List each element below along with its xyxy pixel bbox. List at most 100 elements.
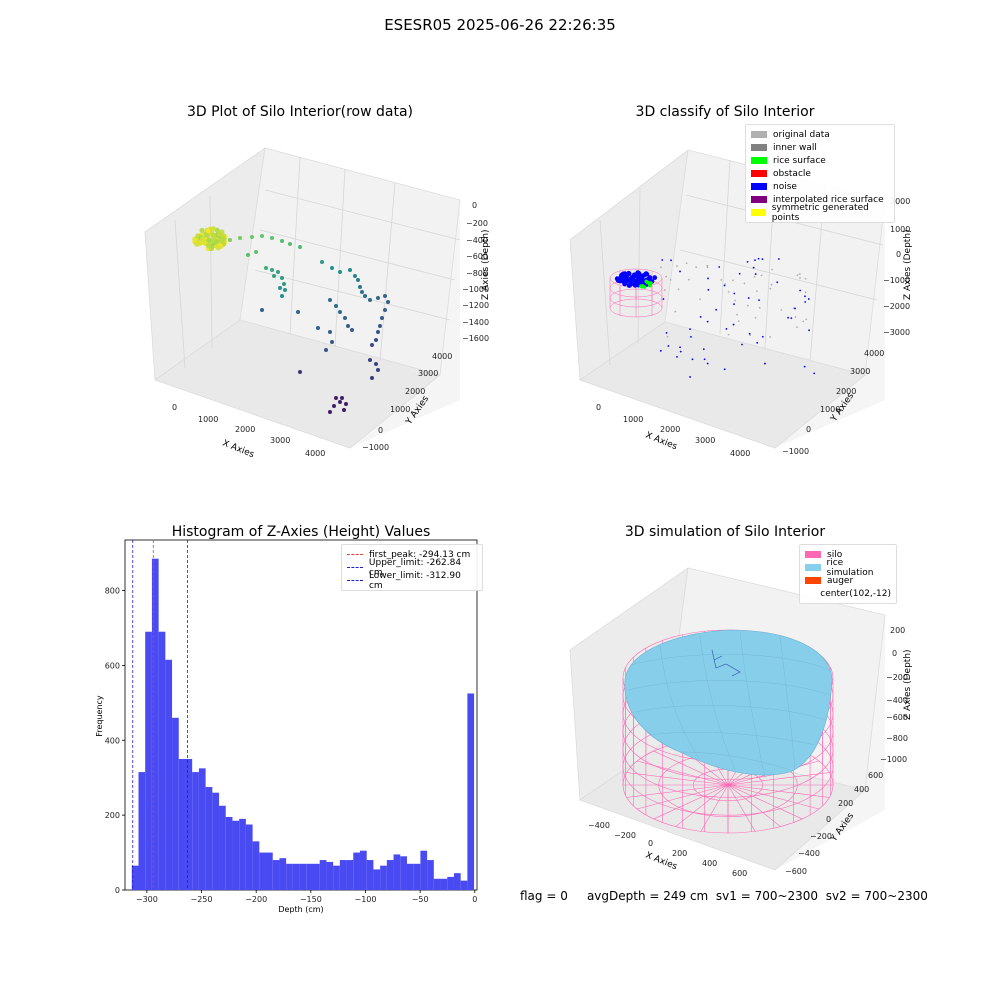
silo-floor-spoke <box>653 784 729 820</box>
histogram-bar <box>339 860 347 890</box>
scatter-point <box>368 298 372 302</box>
scatter-point <box>205 228 211 234</box>
x-tick-label: −100 <box>355 895 377 904</box>
z-tick: −600 <box>886 713 908 722</box>
scatter-point <box>199 227 205 233</box>
histogram-bar <box>326 861 334 890</box>
noise-point <box>738 272 741 275</box>
noise-point <box>754 273 757 275</box>
legend-entry: Upper_limit: -262.84 cm <box>347 558 477 578</box>
legend-swatch <box>751 157 767 164</box>
scatter-point <box>218 237 225 244</box>
scatter-point <box>332 404 336 408</box>
original-data-point <box>802 320 805 323</box>
original-data-point <box>727 333 730 336</box>
histogram-legend: first_peak: -294.13 cm Upper_limit: -262… <box>341 544 483 591</box>
z-tick: −1000 <box>880 755 907 764</box>
original-data-point <box>769 336 772 338</box>
original-data-point <box>746 304 749 307</box>
legend-line <box>347 567 363 568</box>
scatter-point <box>368 358 372 362</box>
original-data-point <box>706 264 709 267</box>
legend-entry: symmetric generated points <box>751 203 889 223</box>
z-tick: 0 <box>896 250 901 259</box>
noise-point <box>715 308 718 311</box>
legend-entry: first_peak: -294.13 cm <box>347 548 477 561</box>
z-tick: 0 <box>472 201 477 210</box>
scatter-point <box>330 340 334 344</box>
x-tick: 0 <box>596 403 601 412</box>
noise-point <box>691 358 694 361</box>
legend-entry: rice simulation <box>805 558 891 578</box>
noise-point <box>636 278 642 284</box>
original-data-point <box>734 299 737 302</box>
noise-point <box>790 317 793 320</box>
histogram-bar <box>131 865 139 890</box>
noise-point <box>807 298 810 300</box>
silo-floor-spoke <box>700 784 729 832</box>
original-data-point <box>754 316 757 319</box>
panel2-y-ticks: −1000 0 1000 2000 3000 4000 <box>782 349 884 456</box>
scatter-point <box>363 294 367 298</box>
noise-point <box>799 289 802 292</box>
histogram-bar <box>440 878 448 890</box>
noise-point <box>631 272 637 278</box>
legend-label: center(102,-12) <box>820 588 891 599</box>
x-tick: 1000 <box>198 415 218 424</box>
z-tick: 1000 <box>890 225 910 234</box>
original-data-point <box>760 274 763 277</box>
scatter-point <box>356 278 360 282</box>
noise-point <box>706 320 709 323</box>
x-tick: 600 <box>732 869 747 878</box>
histogram-bar <box>259 852 267 890</box>
histogram-bar <box>346 860 354 890</box>
original-data-point <box>798 273 801 276</box>
legend-label: rice simulation <box>826 557 874 578</box>
scatter-point <box>360 290 364 294</box>
scatter-point <box>220 233 227 239</box>
silo-floor-spoke <box>636 784 729 810</box>
x-tick: 0 <box>172 403 177 412</box>
histogram-bar <box>359 850 367 890</box>
legend-line <box>347 554 363 555</box>
histogram-bar <box>158 631 166 890</box>
z-tick: −600 <box>466 252 488 261</box>
noise-point <box>689 328 691 331</box>
x-tick: −200 <box>614 831 636 840</box>
z-axis-label: Z Axies (Depth) <box>481 229 491 300</box>
y-tick: −400 <box>798 849 820 858</box>
original-data-point <box>674 310 677 313</box>
panel2-points <box>614 257 816 378</box>
silo-floor-spoke <box>727 784 820 810</box>
histogram-bar <box>138 772 146 890</box>
scatter-point <box>276 270 280 274</box>
y-tick-label: 600 <box>105 661 120 670</box>
x-tick: 2000 <box>660 425 680 434</box>
histogram-bar <box>225 817 233 890</box>
scatter-point <box>328 410 332 414</box>
scatter-point <box>298 245 302 249</box>
legend-swatch <box>751 170 767 177</box>
noise-point <box>747 297 750 299</box>
histogram-bar <box>272 860 280 890</box>
noise-point <box>741 343 743 346</box>
scatter-point <box>199 236 205 242</box>
panel1-axes-box <box>144 147 461 449</box>
histogram-bar <box>386 860 394 890</box>
scatter-point <box>380 316 384 320</box>
z-tick: −400 <box>886 696 908 705</box>
scatter-point <box>283 288 287 292</box>
z-tick: −800 <box>886 734 908 743</box>
x-tick: 1000 <box>623 415 643 424</box>
legend-label: interpolated rice surface <box>773 194 884 205</box>
scatter-point <box>334 304 338 308</box>
status-footer: flag = 0 avgDepth = 249 cm sv1 = 700~230… <box>520 889 928 903</box>
x-tick: 2000 <box>235 425 255 434</box>
avg-depth-text: avgDepth = 249 cm <box>586 889 709 903</box>
scatter-point <box>246 253 250 257</box>
scatter-point <box>338 400 342 404</box>
scatter-point <box>238 236 242 240</box>
scatter-point <box>264 266 268 270</box>
histogram-bar <box>185 758 193 890</box>
z-tick: −1400 <box>462 318 489 327</box>
